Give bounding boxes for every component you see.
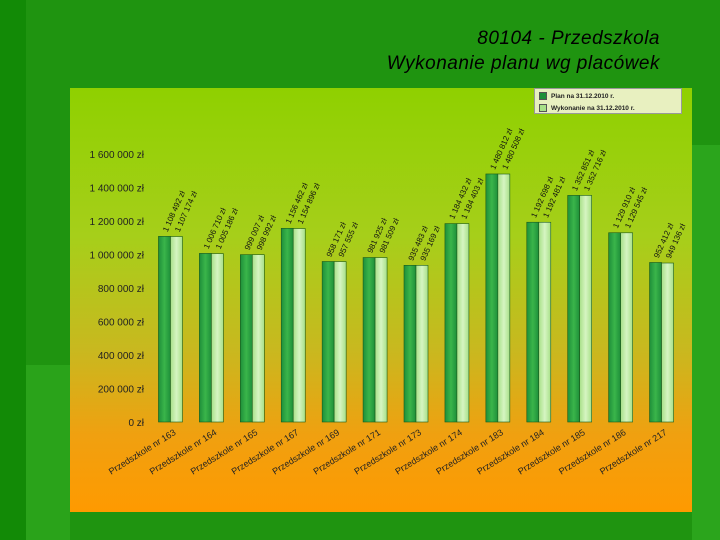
x-tick-label: Przedszkole nr 186 bbox=[557, 427, 628, 476]
bar-wykonanie bbox=[456, 223, 470, 423]
legend-item-wykonanie: Wykonanie na 31.12.2010 r. bbox=[539, 103, 681, 113]
y-tick-label: 200 000 zł bbox=[98, 385, 145, 396]
background-block-left bbox=[26, 365, 70, 540]
y-tick-label: 600 000 zł bbox=[98, 318, 145, 329]
bar-plan bbox=[321, 261, 335, 423]
bar-plan bbox=[362, 257, 376, 423]
x-tick-label: Przedszkole nr 163 bbox=[107, 427, 178, 476]
bar-plan bbox=[567, 195, 580, 423]
y-tick-label: 1 200 000 zł bbox=[90, 217, 145, 228]
bar-plan bbox=[403, 265, 417, 423]
x-tick-label: Przedszkole nr 184 bbox=[475, 427, 546, 476]
x-tick-label: Przedszkole nr 169 bbox=[271, 427, 342, 476]
y-tick-label: 400 000 zł bbox=[98, 351, 145, 362]
y-tick-label: 1 600 000 zł bbox=[90, 150, 145, 161]
bar-wykonanie bbox=[497, 173, 511, 423]
bar-plan bbox=[444, 223, 458, 423]
y-tick-label: 1 400 000 zł bbox=[90, 184, 145, 195]
bar-wykonanie bbox=[374, 257, 388, 423]
bar-plan bbox=[526, 221, 540, 423]
x-tick-label: Przedszkole nr 183 bbox=[434, 427, 505, 476]
bar-plan bbox=[649, 262, 662, 423]
background-stripe-left bbox=[0, 0, 26, 540]
bar-wykonanie bbox=[170, 236, 183, 423]
bar-wykonanie bbox=[292, 228, 306, 423]
x-tick-label: Przedszkole nr 171 bbox=[311, 427, 382, 476]
bar-wykonanie bbox=[211, 253, 224, 423]
bar-wykonanie bbox=[415, 265, 429, 423]
x-tick-label: Przedszkole nr 174 bbox=[393, 427, 464, 476]
bar-plan bbox=[485, 173, 499, 423]
y-tick-label: 1 000 000 zł bbox=[90, 251, 145, 262]
slide-title: 80104 - Przedszkola Wykonanie planu wg p… bbox=[387, 26, 660, 76]
x-tick-label: Przedszkole nr 167 bbox=[230, 427, 301, 476]
bar-wykonanie bbox=[620, 232, 633, 423]
legend-swatch-plan bbox=[539, 92, 547, 100]
bar-wykonanie bbox=[252, 254, 265, 423]
bar-wykonanie bbox=[579, 195, 592, 423]
legend-label-wykonanie: Wykonanie na 31.12.2010 r. bbox=[551, 104, 635, 112]
legend-label-plan: Plan na 31.12.2010 r. bbox=[551, 92, 615, 100]
legend-swatch-wykonanie bbox=[539, 104, 547, 112]
y-tick-label: 800 000 zł bbox=[98, 284, 145, 295]
bar-plan bbox=[158, 236, 171, 423]
x-tick-label: Przedszkole nr 185 bbox=[516, 427, 587, 476]
slide-title-line-1: 80104 - Przedszkola bbox=[477, 28, 660, 49]
bar-plan bbox=[608, 232, 621, 423]
chart-frame: 0 zł 200 000 zł 400 000 zł 600 000 zł 800 00… bbox=[70, 88, 692, 512]
y-tick-label: 0 zł bbox=[128, 418, 144, 429]
x-tick-label: Przedszkole nr 173 bbox=[352, 427, 423, 476]
bar-plan bbox=[240, 254, 253, 423]
chart-legend: Plan na 31.12.2010 r. Wykonanie na 31.12… bbox=[534, 88, 682, 114]
bar-wykonanie bbox=[661, 262, 674, 423]
bar-plan bbox=[280, 227, 294, 423]
x-tick-label: Przedszkole nr 165 bbox=[189, 427, 260, 476]
legend-item-plan: Plan na 31.12.2010 r. bbox=[539, 91, 681, 101]
bar-wykonanie bbox=[333, 261, 347, 423]
slide-title-line-2: Wykonanie planu wg placówek bbox=[386, 53, 660, 74]
bar-plan bbox=[199, 253, 212, 423]
x-tick-label: Przedszkole nr 217 bbox=[598, 427, 669, 476]
bar-wykonanie bbox=[538, 221, 552, 423]
background-block-right bbox=[692, 145, 720, 540]
bar-chart: 0 zł 200 000 zł 400 000 zł 600 000 zł 800 00… bbox=[90, 127, 688, 476]
x-tick-label: Przedszkole nr 164 bbox=[148, 427, 219, 476]
